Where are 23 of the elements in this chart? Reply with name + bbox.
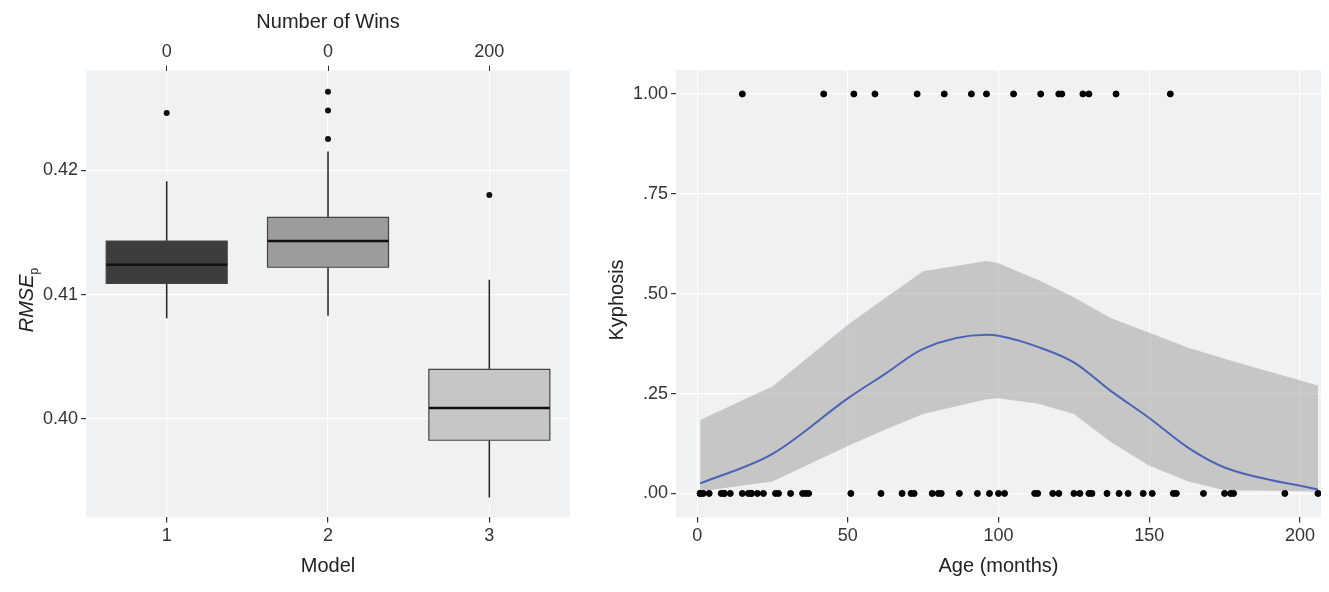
y-tick-label: .50 [643, 282, 669, 303]
x-tick-label: 200 [1284, 525, 1315, 546]
y-axis-title: Kyphosis [604, 259, 628, 341]
x-tick-label: 2 [323, 525, 334, 546]
x-axis-title: Model [300, 553, 356, 576]
y-tick-label: .00 [643, 482, 669, 503]
y-tick-label: .75 [643, 182, 669, 203]
x-tick-label: 100 [983, 525, 1014, 546]
x-tick-label: 0 [692, 525, 703, 546]
x-axis-title: Age (months) [938, 553, 1059, 576]
text: 0 [161, 40, 172, 61]
y-tick-label: 0.41 [42, 283, 79, 304]
x-tick-label: 1 [161, 525, 172, 546]
x-tick-label: 50 [837, 525, 858, 546]
y-tick-label: .25 [643, 382, 669, 403]
text: 0 [323, 40, 334, 61]
x-tick-label: 150 [1134, 525, 1165, 546]
y-tick-label: 1.00 [632, 82, 669, 103]
y-tick-label: 0.42 [42, 159, 79, 180]
x2-axis-title: Number of Wins [256, 9, 400, 32]
y-tick-label: 0.40 [42, 408, 79, 429]
text: 200 [474, 40, 505, 61]
x-tick-label: 3 [484, 525, 495, 546]
